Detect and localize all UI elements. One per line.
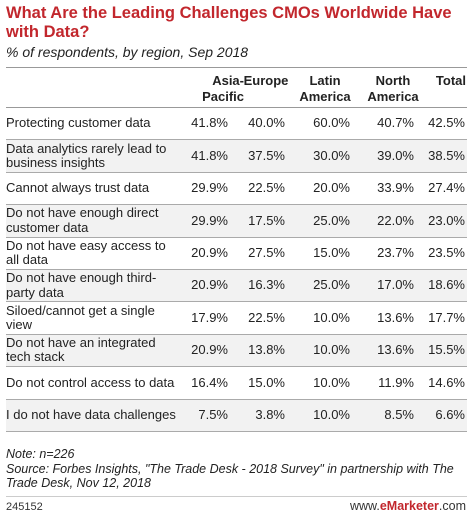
row-label: Do not have enough direct customer data [6, 204, 184, 238]
row-label: Do not have easy access to all data [6, 237, 166, 268]
row-label: Do not control access to data [6, 374, 175, 390]
cell-value: 8.5% [359, 399, 423, 432]
cell-value: 22.5% [248, 180, 285, 196]
cell-value: 40.7% [377, 115, 414, 131]
table-row: Do not have enough third-party data 20.9%… [6, 269, 467, 302]
cell-value: 40.0% [248, 115, 285, 131]
cell-value: 22.5% [248, 309, 285, 325]
cell-value: 60.0% [313, 115, 350, 131]
source-text: Source: Forbes Insights, "The Trade Desk… [6, 461, 454, 491]
cell-value: 14.6% [428, 374, 465, 390]
cell-value: 13.6% [377, 309, 414, 325]
cell-value: 10.0% [288, 399, 359, 432]
cell-value: 30.0% [288, 139, 359, 173]
row-label: Data analytics rarely lead to business i… [6, 139, 184, 173]
cell-value: 25.0% [288, 269, 359, 302]
cell-value: 23.7% [377, 245, 414, 260]
cell-value: 39.0% [359, 139, 423, 173]
cell-value: 16.3% [238, 269, 288, 302]
cell-value: 33.9% [377, 180, 414, 196]
cell-value: 6.6% [423, 399, 467, 432]
emarketer-logo: www.eMarketer.com [349, 499, 466, 513]
table-row: Protecting customer data 41.8% 40.0% 60.0% 4… [6, 107, 467, 140]
cell-value: 25.0% [288, 204, 359, 238]
cell-value: 3.8% [238, 399, 288, 432]
cell-value: 16.4% [191, 374, 228, 390]
data-table: Protecting customer data 41.8% 40.0% 60.0% 4… [6, 107, 467, 432]
cell-value: 27.4% [428, 180, 465, 196]
cell-value: 27.5% [248, 245, 285, 260]
column-header-total: Total [435, 73, 466, 88]
column-header-europe: Europe [243, 73, 289, 88]
cell-value: 20.9% [184, 269, 238, 302]
footnote: Note: n=226 Source: Forbes Insights, "Th… [6, 447, 468, 491]
cell-value: 17.5% [238, 204, 288, 238]
cell-value: 17.0% [359, 269, 423, 302]
table-row: Do not have enough direct customer data 2… [6, 204, 467, 238]
row-label: Siloed/cannot get a single view [6, 302, 155, 333]
cell-value: 20.0% [313, 180, 350, 196]
cell-value: 15.0% [248, 374, 285, 390]
cell-value: 23.0% [423, 204, 467, 238]
table-row: I do not have data challenges 7.5% 3.8% 10.… [6, 399, 467, 432]
chart-title: What Are the Leading Challenges CMOs Wor… [6, 4, 452, 41]
cell-value: 42.5% [428, 115, 465, 131]
row-label: Do not have enough third-party data [6, 269, 184, 302]
cell-value: 7.5% [184, 399, 238, 432]
column-header-north-america: North America [367, 73, 419, 104]
chart-subtitle: % of respondents, by region, Sep 2018 [6, 44, 249, 60]
cell-value: 10.0% [288, 334, 359, 367]
cell-value: 20.9% [191, 245, 228, 260]
cell-value: 41.8% [184, 139, 238, 173]
cell-value: 15.0% [313, 245, 350, 260]
cell-value: 20.9% [184, 334, 238, 367]
row-label: I do not have data challenges [6, 399, 184, 432]
cell-value: 29.9% [191, 180, 228, 196]
table-row: Cannot always trust data 29.9% 22.5% 20.0% 3… [6, 172, 467, 204]
cell-value: 10.0% [313, 309, 350, 325]
cell-value: 29.9% [184, 204, 238, 238]
row-label: Cannot always trust data [6, 180, 150, 196]
column-header-asia-pacific: Asia- Pacific [202, 73, 244, 104]
chart-id: 245152 [6, 501, 43, 513]
cell-value: 17.9% [191, 309, 228, 325]
footer-divider [6, 496, 467, 497]
cell-value: 37.5% [238, 139, 288, 173]
header-divider [6, 67, 467, 68]
cell-value: 13.8% [238, 334, 288, 367]
row-label: Protecting customer data [6, 115, 151, 131]
table-row: Do not control access to data 16.4% 15.0% 1… [6, 366, 467, 399]
cell-value: 23.5% [428, 245, 465, 260]
table-row: Siloed/cannot get a single view 17.9% 22.5… [6, 301, 467, 334]
table-row: Do not have an integrated tech stack 20.9… [6, 334, 467, 367]
cell-value: 15.5% [423, 334, 467, 367]
column-header-latin-america: Latin America [299, 73, 351, 104]
row-label: Do not have an integrated tech stack [6, 334, 184, 367]
cell-value: 13.6% [359, 334, 423, 367]
cell-value: 22.0% [359, 204, 423, 238]
cell-value: 41.8% [191, 115, 228, 131]
note-text: Note: n=226 [6, 447, 75, 461]
cell-value: 17.7% [428, 309, 465, 325]
cell-value: 38.5% [423, 139, 467, 173]
cell-value: 10.0% [313, 374, 350, 390]
table-row: Do not have easy access to all data 20.9%… [6, 237, 467, 269]
cell-value: 18.6% [423, 269, 467, 302]
table-row: Data analytics rarely lead to business i… [6, 139, 467, 173]
cell-value: 11.9% [378, 374, 414, 390]
